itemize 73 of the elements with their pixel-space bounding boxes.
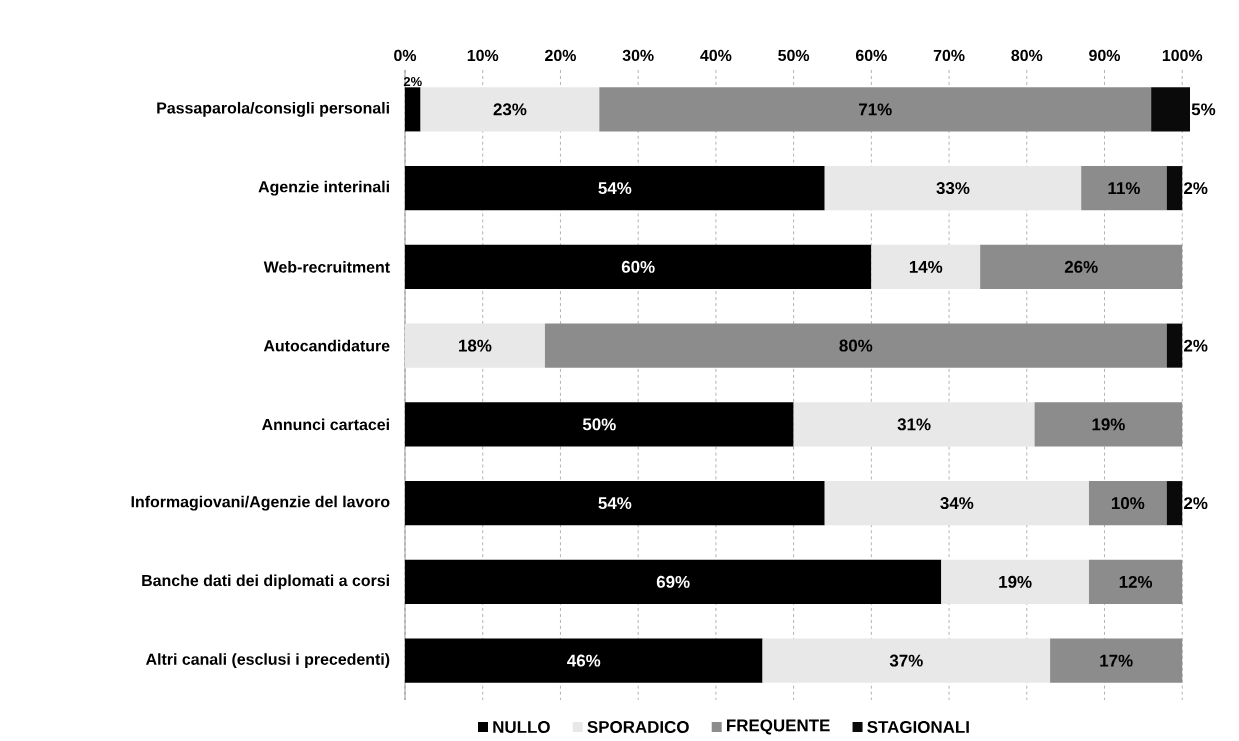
bar [1166,481,1183,526]
data-label: 2% [1184,497,1208,510]
legend-label: STAGIONALI [867,720,969,733]
legend-label: NULLO [493,720,550,733]
x-tick-label: 70% [933,49,965,62]
bar [1081,166,1167,211]
data-label: 34% [940,497,974,510]
bar [405,402,794,447]
data-label: 18% [459,339,492,352]
bar [824,166,1082,211]
data-label: 37% [889,654,923,667]
data-label: 11% [1108,182,1140,195]
data-label: 33% [936,182,970,195]
data-label: 19% [1092,418,1125,431]
x-tick-label: 20% [545,49,576,62]
bar [1166,166,1183,211]
x-tick-label: 40% [700,49,732,62]
bar [824,481,1089,526]
data-label: 50% [582,418,616,431]
bar [405,244,872,289]
data-label: 5% [1191,103,1216,116]
bar [941,559,1089,604]
data-label: 23% [493,103,527,116]
x-tick-label: 100% [1162,49,1203,62]
x-tick-label: 80% [1011,49,1043,62]
y-tick-label: Altri canali (esclusi i precedenti) [145,653,390,669]
bar [420,87,600,132]
bar [1088,481,1167,526]
data-label: 12% [1119,575,1153,588]
data-label: 10% [1111,497,1145,510]
bar [405,166,825,211]
y-tick-label: Autocandidature [263,339,390,352]
data-label: 54% [598,497,632,510]
y-tick-label: Banche dati dei diplomati a corsi [142,574,389,590]
bar [793,402,1035,447]
data-label: 2% [1184,339,1208,352]
bar [405,87,421,132]
y-tick-label: Informagiovani/Agenzie del lavoro [131,495,390,511]
bar [599,87,1152,132]
data-label: 2% [1184,182,1208,195]
data-label: 31% [897,418,931,431]
data-label: 17% [1100,654,1133,667]
bar [871,244,981,289]
y-tick-label: Passaparola/consigli personali [157,101,389,117]
bar [762,638,1051,683]
legend-label: SPORADICO [587,720,689,733]
x-tick-label: 30% [622,49,654,62]
x-tick-label: 90% [1089,49,1121,62]
data-label: 60% [621,260,655,273]
x-tick-label: 50% [778,49,810,62]
bar [1151,87,1191,132]
data-label: 19% [999,575,1032,588]
legend-label: FREQUENTE [727,719,830,735]
bar [405,559,942,604]
data-label: 2% [403,76,422,87]
data-label: 26% [1064,260,1098,273]
bar [544,323,1167,368]
y-tick-label: Agenzie interinali [258,180,389,196]
bar [1166,323,1183,368]
data-label: 14% [909,260,943,273]
data-label: 46% [567,654,601,667]
data-label: 80% [839,339,873,352]
x-tick-label: 10% [467,49,499,62]
data-label: 71% [859,103,892,116]
bar [405,638,763,683]
data-label: 54% [598,182,632,195]
y-tick-label: Annunci cartacei [262,418,389,431]
x-tick-label: 0% [394,49,417,62]
data-label: 69% [656,575,690,588]
y-tick-label: Web-recruitment [263,261,390,273]
x-tick-label: 60% [855,49,887,62]
bar [405,323,545,368]
bar [405,481,825,526]
